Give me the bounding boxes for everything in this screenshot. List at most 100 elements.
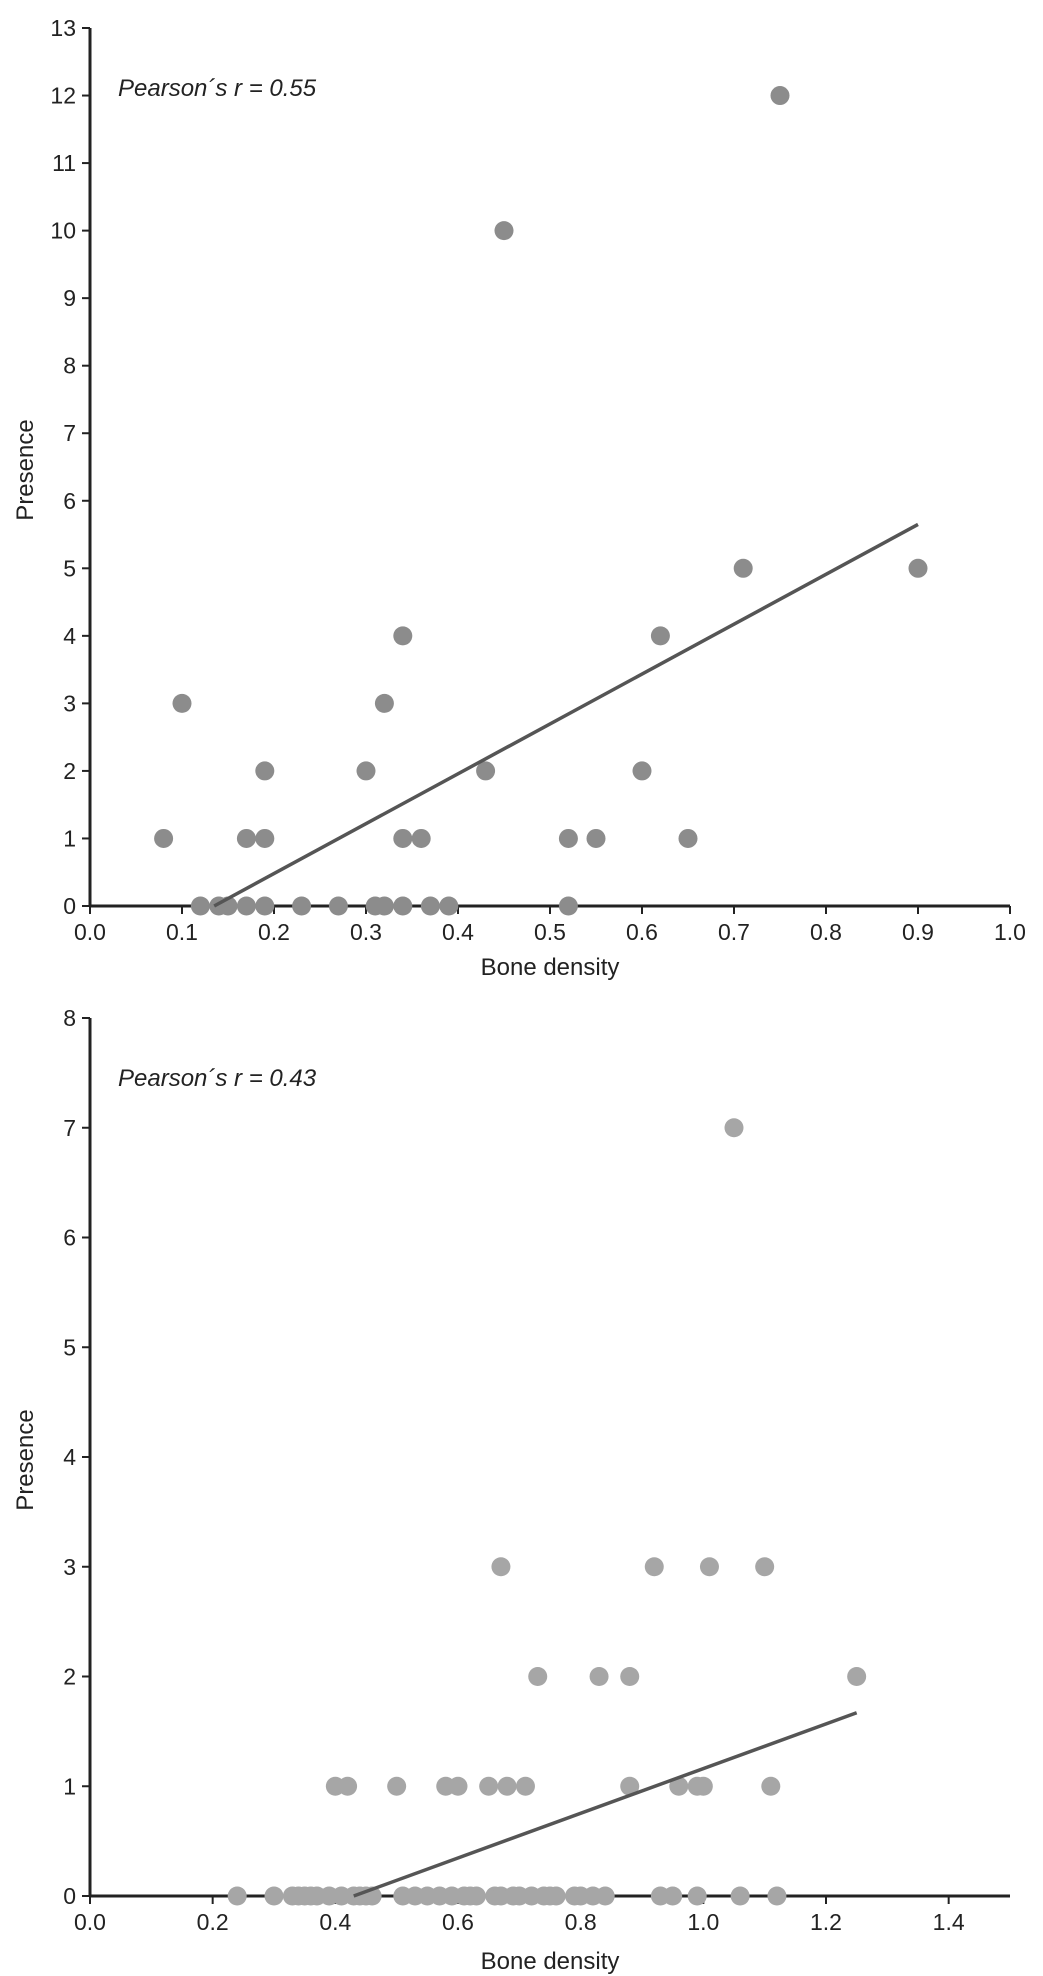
data-point bbox=[479, 1776, 499, 1796]
y-tick-label: 3 bbox=[63, 1554, 76, 1580]
x-tick-label: 0.1 bbox=[166, 919, 198, 945]
y-axis-title-top: Presence bbox=[12, 419, 39, 520]
data-point bbox=[678, 828, 698, 848]
y-tick-label: 4 bbox=[63, 1444, 76, 1470]
data-point bbox=[374, 896, 394, 916]
data-point bbox=[448, 1776, 468, 1796]
y-tick-label: 2 bbox=[63, 758, 76, 784]
x-axis-title-bottom: Bone density bbox=[481, 1948, 620, 1975]
data-point bbox=[264, 1886, 284, 1906]
y-tick-label: 9 bbox=[63, 285, 76, 311]
y-tick-label: 7 bbox=[63, 1115, 76, 1141]
data-point bbox=[154, 828, 174, 848]
y-tick-label: 0 bbox=[63, 1883, 76, 1909]
data-point bbox=[338, 1776, 358, 1796]
data-point bbox=[767, 1886, 787, 1906]
data-point bbox=[730, 1886, 750, 1906]
y-tick-label: 8 bbox=[63, 1005, 76, 1031]
data-point bbox=[356, 761, 376, 781]
x-tick-label: 0.0 bbox=[74, 919, 106, 945]
data-point bbox=[190, 896, 210, 916]
data-point bbox=[515, 1776, 535, 1796]
y-tick-label: 12 bbox=[50, 83, 76, 109]
y-tick-label: 11 bbox=[52, 150, 76, 176]
y-tick-label: 13 bbox=[50, 15, 76, 41]
y-tick-label: 10 bbox=[50, 218, 76, 244]
data-point bbox=[387, 1776, 407, 1796]
data-point bbox=[650, 626, 670, 646]
x-tick-label: 1.4 bbox=[933, 1909, 965, 1935]
data-point bbox=[595, 1886, 615, 1906]
data-point bbox=[761, 1776, 781, 1796]
data-point bbox=[644, 1557, 664, 1577]
x-axis-title-top: Bone density bbox=[481, 954, 620, 981]
x-tick-label: 1.2 bbox=[810, 1909, 842, 1935]
y-axis-title-bottom: Presence bbox=[12, 1409, 39, 1510]
data-point bbox=[236, 828, 256, 848]
data-point bbox=[374, 693, 394, 713]
y-tick-label: 1 bbox=[63, 825, 76, 851]
panel-top: Pearson´s r = 0.55 Bone density Presence bbox=[12, 75, 619, 981]
x-tick-label: 0.9 bbox=[902, 919, 934, 945]
data-point bbox=[558, 896, 578, 916]
y-tick-label: 1 bbox=[63, 1773, 76, 1799]
data-point bbox=[393, 896, 413, 916]
panel-bottom: Pearson´s r = 0.43 Bone density Presence bbox=[12, 1065, 619, 1975]
y-tick-label: 3 bbox=[63, 690, 76, 716]
data-point bbox=[420, 896, 440, 916]
y-tick-label: 5 bbox=[63, 555, 76, 581]
data-point bbox=[770, 86, 790, 106]
data-point bbox=[255, 828, 275, 848]
data-point bbox=[620, 1776, 640, 1796]
data-point bbox=[847, 1667, 867, 1686]
x-tick-label: 0.0 bbox=[74, 1909, 106, 1935]
data-point bbox=[236, 896, 256, 916]
x-tick-label: 0.8 bbox=[810, 919, 842, 945]
y-tick-label: 0 bbox=[63, 893, 76, 919]
data-point bbox=[466, 1886, 486, 1906]
data-point bbox=[476, 761, 496, 781]
data-point bbox=[439, 896, 459, 916]
x-tick-label: 0.2 bbox=[197, 1909, 229, 1935]
x-tick-label: 0.8 bbox=[565, 1909, 597, 1935]
y-tick-label: 4 bbox=[63, 623, 76, 649]
regression-line bbox=[353, 1711, 858, 1898]
y-tick-label: 6 bbox=[63, 1225, 76, 1251]
data-point bbox=[255, 896, 275, 916]
data-point bbox=[724, 1118, 744, 1138]
data-point bbox=[255, 761, 275, 781]
y-tick-label: 6 bbox=[63, 488, 76, 514]
data-point bbox=[663, 1886, 683, 1906]
x-tick-label: 0.2 bbox=[258, 919, 290, 945]
y-tick-label: 8 bbox=[63, 353, 76, 379]
plot-area-bottom: 0 1 2 3 4 5 6 7 8 0.0 0.2 0.4 0.6 0.8 1.0 1.2 1.4 bbox=[63, 1005, 1010, 1935]
data-point bbox=[669, 1776, 689, 1796]
annotation-top: Pearson´s r = 0.55 bbox=[118, 75, 317, 102]
data-point bbox=[589, 1667, 609, 1686]
data-point bbox=[172, 693, 192, 713]
data-point bbox=[632, 761, 652, 781]
x-tick-label: 1.0 bbox=[687, 1909, 719, 1935]
data-point bbox=[494, 221, 514, 241]
data-point bbox=[546, 1886, 566, 1906]
y-tick-label: 5 bbox=[63, 1334, 76, 1360]
data-point bbox=[733, 558, 753, 578]
data-point bbox=[491, 1557, 511, 1577]
x-tick-label: 0.6 bbox=[626, 919, 658, 945]
data-point bbox=[558, 828, 578, 848]
data-point bbox=[693, 1776, 713, 1796]
data-point bbox=[699, 1557, 719, 1577]
x-tick-label: 1.0 bbox=[994, 919, 1026, 945]
x-tick-label: 0.6 bbox=[442, 1909, 474, 1935]
data-point bbox=[411, 828, 431, 848]
x-tick-label: 0.3 bbox=[350, 919, 382, 945]
data-point bbox=[687, 1886, 707, 1906]
data-point bbox=[620, 1667, 640, 1686]
x-tick-label: 0.5 bbox=[534, 919, 566, 945]
x-tick-label: 0.4 bbox=[319, 1909, 351, 1935]
data-point bbox=[292, 896, 312, 916]
data-point bbox=[393, 626, 413, 646]
x-tick-label: 0.4 bbox=[442, 919, 474, 945]
